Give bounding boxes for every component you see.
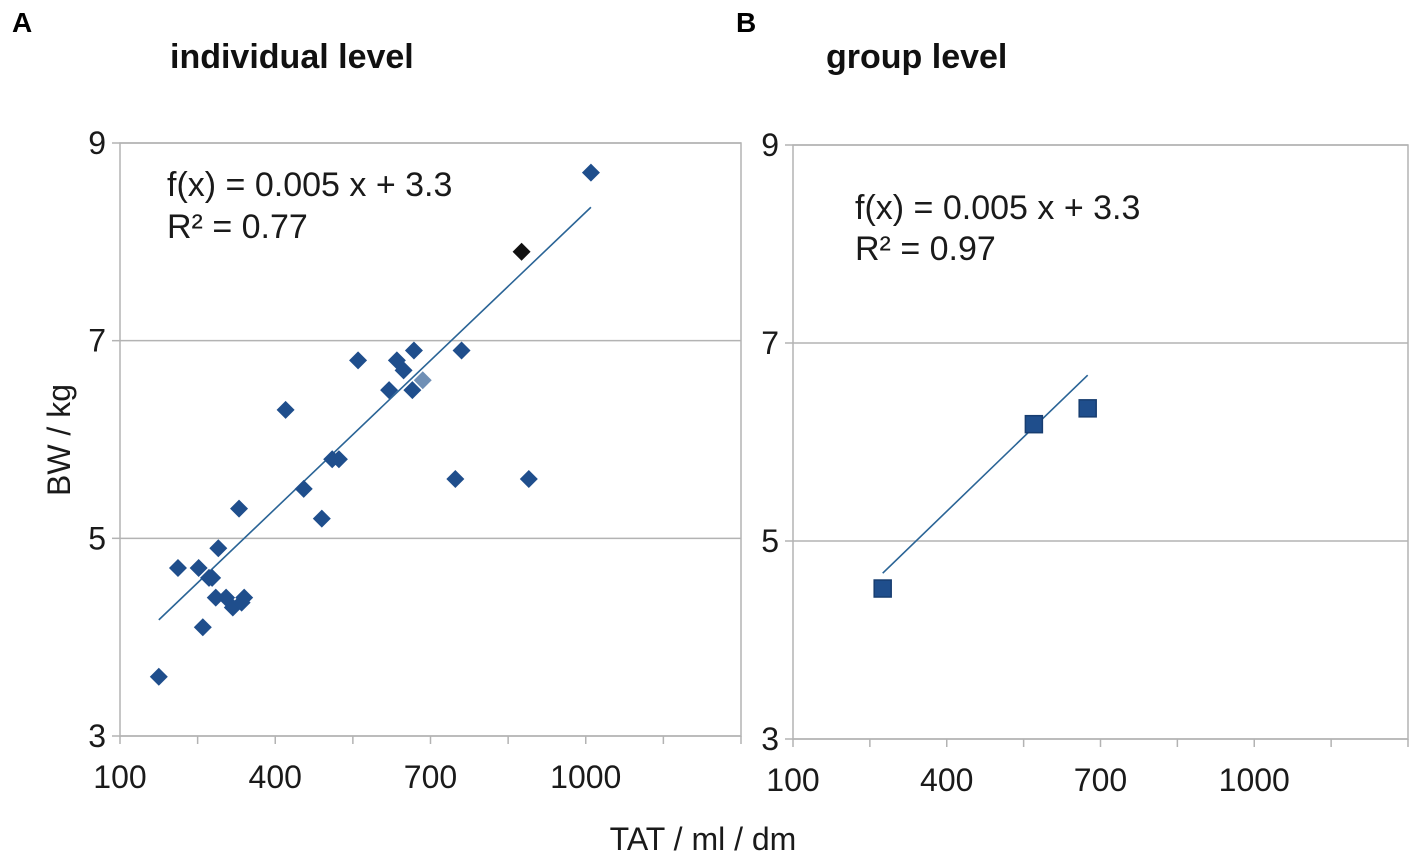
panel-b: B group level 3 5 7 9 100 400 700 1000 f(x) = 0…: [736, 7, 1409, 798]
x-axis-title: TAT / ml / dm: [610, 821, 797, 857]
panel-b-data-point-2: [1078, 399, 1097, 418]
panel-a-r-squared: R² = 0.77: [167, 208, 308, 246]
panel-a-data-point-13: [276, 400, 295, 419]
panel-a-title: individual level: [170, 38, 414, 76]
panel-a-data-point-15: [312, 509, 331, 528]
panel-b-r-squared: R² = 0.97: [855, 230, 996, 268]
panel-a-ytick-label-9: 9: [88, 125, 106, 161]
panel-letter-b: B: [736, 7, 756, 38]
panel-a-data-point-14: [294, 479, 313, 498]
panel-b-xtick-label-400: 400: [920, 762, 973, 798]
panel-a-data-point-25: [446, 470, 465, 489]
panel-a-xtick-label-400: 400: [249, 759, 302, 795]
panel-a-data-point-23: [404, 341, 423, 360]
panel-b-ytick-label-3: 3: [761, 721, 779, 757]
panel-b-xtick-label-700: 700: [1074, 762, 1127, 798]
panel-b-ytick-label-5: 5: [761, 523, 779, 559]
panel-b-ytick-label-9: 9: [761, 127, 779, 163]
panel-a-data-point-19: [380, 381, 399, 400]
panel-a-xtick-label-100: 100: [93, 759, 146, 795]
panel-letter-a: A: [12, 7, 32, 38]
panel-a-equation: f(x) = 0.005 x + 3.3: [167, 166, 452, 204]
y-axis-title: BW / kg: [41, 384, 77, 496]
panel-a-data-point-5: [203, 568, 222, 587]
panel-a-data-point-22: [403, 381, 422, 400]
panel-a-data-point-26: [452, 341, 471, 360]
panel-a-data-point-2: [189, 558, 208, 577]
panel-a-data-point-29: [581, 163, 600, 182]
panel-b-xtick-label-100: 100: [766, 762, 819, 798]
panel-a-ytick-label-7: 7: [88, 323, 106, 359]
panel-b-xtick-label-1000: 1000: [1219, 762, 1290, 798]
panel-a-data-point-6: [206, 588, 225, 607]
panel-b-trendline: [882, 374, 1089, 574]
panel-a-data-point-3: [193, 618, 212, 637]
panel-a-data-point-1: [168, 558, 187, 577]
panel-b-data-point-1: [1024, 414, 1044, 434]
panel-a-data-point-21: [394, 361, 413, 380]
panel-a-trendline: [158, 206, 592, 621]
panel-b-title: group level: [826, 38, 1007, 76]
panel-b-ytick-label-7: 7: [761, 325, 779, 361]
panel-a-ytick-label-3: 3: [88, 718, 106, 754]
panel-b-ticks: 3 5 7 9 100 400 700 1000: [761, 127, 1409, 798]
panel-a-data-point-10: [230, 499, 249, 518]
panel-a-data-point-17: [329, 450, 348, 469]
panel-a-xtick-label-700: 700: [404, 759, 457, 795]
panel-a-data-point-18: [349, 351, 368, 370]
panel-a-data-point-24: [413, 371, 432, 390]
panel-a: A individual level 3 5 7 9 100 400 700 1000 f(x…: [12, 7, 742, 795]
panel-a-data-point-28: [519, 470, 538, 489]
panel-a-points: [149, 163, 600, 686]
panel-b-equation: f(x) = 0.005 x + 3.3: [855, 189, 1140, 227]
panel-b-points: [873, 399, 1097, 598]
panel-a-data-point-12: [235, 588, 254, 607]
panel-a-ticks: 3 5 7 9 100 400 700 1000: [88, 125, 742, 795]
panel-a-data-point-7: [209, 539, 228, 558]
panel-a-xtick-label-1000: 1000: [550, 759, 621, 795]
panel-a-data-point-0: [149, 667, 168, 686]
panel-a-ytick-label-5: 5: [88, 520, 106, 556]
panel-b-data-point-0: [873, 579, 892, 598]
panel-a-data-point-27: [512, 242, 531, 261]
